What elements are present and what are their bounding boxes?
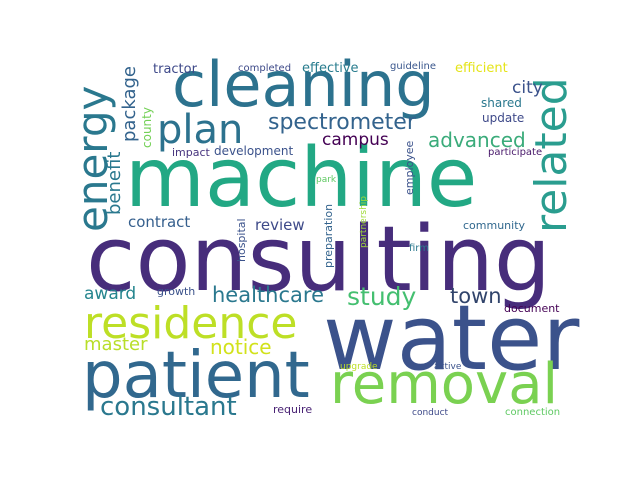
word-impact: impact: [172, 146, 210, 159]
word-machine: machine: [125, 131, 478, 226]
word-shared: shared: [481, 96, 522, 110]
word-notice: notice: [210, 335, 272, 359]
word-package: package: [119, 66, 140, 142]
word-consultant: consultant: [100, 392, 237, 422]
word-employee: employee: [403, 140, 416, 195]
word-preparation: preparation: [322, 203, 335, 268]
word-park: park: [316, 175, 337, 185]
word-benefit: benefit: [104, 151, 125, 215]
word-development: development: [214, 144, 294, 158]
word-guideline: guideline: [390, 61, 437, 72]
word-active: active: [434, 362, 462, 372]
word-study: study: [347, 282, 417, 311]
word-efficient: efficient: [455, 61, 508, 76]
word-effective: effective: [302, 61, 359, 76]
word-contract: contract: [128, 213, 191, 231]
word-firm: firm: [409, 243, 429, 254]
word-cleaning: cleaning: [172, 48, 435, 121]
word-water: water: [323, 286, 580, 391]
word-residence: residence: [84, 298, 298, 349]
word-patient: patient: [82, 339, 310, 413]
word-healthcare: healthcare: [212, 283, 324, 307]
word-master: master: [84, 334, 148, 355]
word-tractor: tractor: [153, 62, 197, 77]
word-hospital: hospital: [235, 218, 248, 262]
word-spectrometer: spectrometer: [268, 110, 416, 135]
word-growth: growth: [157, 285, 196, 298]
word-connection: connection: [505, 407, 561, 418]
word-campus: campus: [322, 130, 389, 150]
word-award: award: [84, 284, 137, 304]
word-town: town: [450, 284, 502, 308]
word-update: update: [482, 111, 525, 125]
word-partnership: partnership: [359, 195, 369, 248]
word-plan: plan: [157, 107, 244, 153]
word-document: document: [504, 302, 560, 315]
word-conduct: conduct: [412, 408, 449, 418]
word-removal: removal: [330, 352, 559, 417]
word-review: review: [255, 216, 305, 234]
word-require: require: [273, 403, 313, 416]
word-community: community: [463, 219, 526, 232]
word-county: county: [140, 107, 154, 148]
word-completed: completed: [238, 63, 292, 74]
word-consulting: consulting: [86, 207, 551, 312]
word-upgrade: upgrade: [340, 362, 378, 372]
word-city: city: [512, 78, 543, 98]
word-advanced: advanced: [428, 128, 526, 152]
word-participate: participate: [488, 147, 543, 158]
